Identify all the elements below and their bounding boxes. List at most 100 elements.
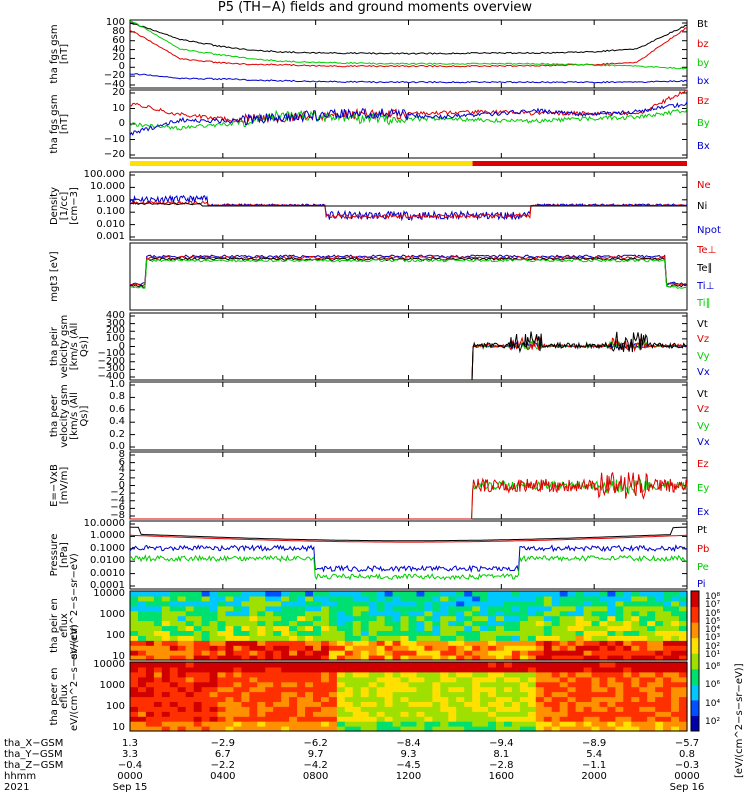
spectrogram-cell — [671, 701, 680, 707]
spectrogram-cell — [289, 595, 298, 602]
spectrogram-cell — [153, 716, 163, 722]
spectrogram-cell — [440, 595, 449, 602]
y-tick-label: −4 — [110, 494, 125, 506]
series-line-bx — [129, 73, 688, 84]
spectrogram-cell — [504, 610, 513, 617]
spectrogram-cell — [193, 726, 203, 732]
spectrogram-cell — [543, 640, 553, 646]
spectrogram-cell — [313, 600, 322, 607]
spectrogram-cell — [265, 650, 274, 656]
spectrogram-cell — [185, 625, 195, 631]
spectrogram-cell — [408, 696, 418, 702]
spectrogram-cell — [496, 676, 505, 683]
spectrogram-cell — [321, 676, 330, 683]
spectrogram-cell — [352, 701, 362, 707]
spectrogram-cell — [177, 655, 187, 661]
spectrogram-cell — [543, 610, 553, 617]
spectrogram-cell — [432, 591, 441, 597]
y-tick-label: 40 — [112, 43, 125, 55]
spectrogram-cell — [488, 620, 497, 627]
spectrogram-cell — [400, 591, 410, 597]
spectrogram-cell — [488, 711, 497, 717]
spectrogram-cell — [233, 662, 242, 668]
spectrogram-cell — [527, 696, 537, 702]
spectrogram-cell — [392, 691, 402, 698]
spectrogram-cell — [567, 726, 577, 732]
spectrogram-cell — [360, 701, 370, 707]
spectrogram-cell — [305, 691, 314, 698]
spectrogram-cell — [217, 600, 227, 607]
spectrogram-cell — [313, 595, 322, 602]
spectrogram-cell — [281, 662, 290, 668]
spectrogram-cell — [169, 615, 179, 622]
spectrogram-cell — [543, 662, 553, 668]
spectrogram-cell — [631, 696, 640, 702]
spectrogram-cell — [368, 620, 378, 627]
spectrogram-cell — [464, 726, 473, 732]
spectrogram-cell — [480, 645, 489, 651]
spectrogram-cell — [344, 681, 354, 688]
spectrogram-cell — [519, 645, 529, 651]
spectrogram-cell — [480, 721, 489, 727]
spectrogram-cell — [448, 681, 457, 688]
spectrogram-cell — [583, 600, 593, 607]
y-tick-label: 400 — [105, 310, 125, 321]
spectrogram-cell — [631, 686, 640, 693]
spectrogram-cell — [376, 620, 386, 627]
spectrogram-cell — [408, 726, 418, 732]
spectrogram-cell — [392, 650, 402, 656]
spectrogram-cell — [543, 645, 553, 651]
spectrogram-cell — [169, 701, 179, 707]
spectrogram-cell — [591, 635, 601, 641]
spectrogram-cell — [185, 666, 195, 673]
spectrogram-cell — [138, 696, 147, 702]
spectrogram-cell — [496, 706, 505, 712]
spectrogram-cell — [671, 686, 680, 693]
spectrogram-cell — [249, 686, 258, 693]
spectrogram-cell — [336, 595, 346, 602]
spectrogram-cell — [472, 640, 481, 646]
spectrogram-cell — [448, 615, 457, 622]
spectrogram-cell — [209, 600, 219, 607]
spectrogram-cell — [631, 635, 640, 641]
spectrogram-cell — [217, 691, 227, 698]
spectrogram-cell — [432, 666, 441, 673]
spectrogram-cell — [472, 605, 481, 612]
spectrogram-cell — [647, 630, 656, 636]
spectrogram-cell — [185, 630, 195, 636]
spectrogram-cell — [607, 610, 616, 617]
spectrogram-cell — [297, 591, 306, 597]
spectrogram-cell — [599, 662, 609, 668]
spectrogram-cell — [201, 716, 211, 722]
spectrogram-cell — [504, 706, 513, 712]
colorbar-tick-label: 10⁸ — [705, 662, 721, 672]
spectrogram-cell — [679, 595, 688, 602]
spectrogram-cell — [631, 676, 640, 683]
spectrogram-cell — [249, 615, 258, 622]
spectrogram-cell — [336, 671, 346, 678]
spectrogram-cell — [575, 701, 585, 707]
spectrogram-cell — [392, 615, 402, 622]
spectrogram-cell — [376, 640, 386, 646]
spectrogram-cell — [153, 676, 163, 683]
spectrogram-cell — [488, 605, 497, 612]
spectrogram-cell — [424, 610, 433, 617]
spectrogram-cell — [297, 620, 306, 627]
spectrogram-cell — [679, 605, 688, 612]
orbit-value: 1200 — [395, 771, 422, 782]
legend-label: Npot — [697, 225, 721, 236]
spectrogram-cell — [265, 686, 274, 693]
spectrogram-cell — [639, 600, 648, 607]
spectrogram-cell — [663, 640, 672, 646]
spectrogram-cell — [201, 645, 211, 651]
spectrogram-cell — [169, 635, 179, 641]
spectrogram-cell — [217, 686, 227, 693]
spectrogram-cell — [185, 645, 195, 651]
spectrogram-cell — [591, 615, 601, 622]
spectrogram-cell — [519, 716, 529, 722]
spectrogram-cell — [400, 630, 410, 636]
spectrogram-cell — [432, 716, 441, 722]
spectrogram-cell — [209, 610, 219, 617]
spectrogram-cell — [400, 676, 410, 683]
